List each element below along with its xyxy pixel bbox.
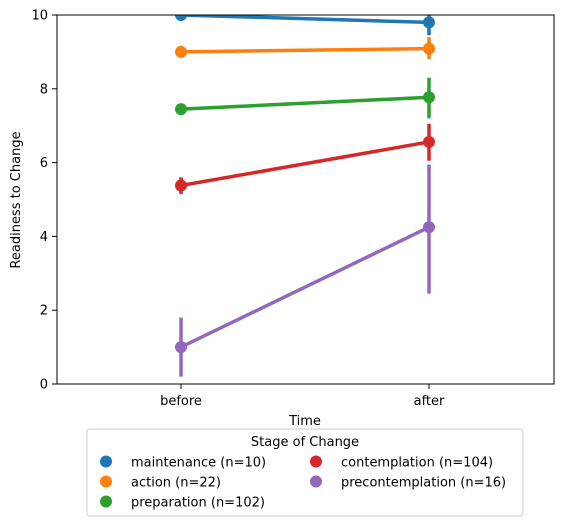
y-tick-label: 2 <box>40 304 48 319</box>
data-point <box>175 45 187 58</box>
y-axis-label: Readiness to Change <box>9 131 24 268</box>
plot-area <box>175 15 435 377</box>
data-point <box>423 16 435 29</box>
y-tick-label: 8 <box>40 82 48 97</box>
series-line <box>180 95 430 111</box>
y-tick-label: 0 <box>40 378 48 393</box>
legend-frame <box>86 428 524 517</box>
data-point <box>175 103 187 116</box>
legend-label: action (n=22) <box>131 476 221 491</box>
y-tick-label: 10 <box>31 9 48 24</box>
series-line <box>180 140 430 188</box>
data-point <box>175 179 187 192</box>
legend-marker <box>100 495 112 508</box>
plot-frame <box>56 14 555 385</box>
y-tick-label: 6 <box>40 156 48 171</box>
x-axis-label: Time <box>288 414 321 429</box>
data-point <box>175 15 187 21</box>
series-line <box>180 225 430 349</box>
legend-label: preparation (n=102) <box>131 496 265 511</box>
series <box>175 123 435 194</box>
data-point <box>423 42 435 55</box>
legend-title: Stage of Change <box>251 435 359 450</box>
data-point <box>175 341 187 354</box>
data-point <box>423 135 435 148</box>
series <box>175 15 435 36</box>
data-point <box>423 91 435 104</box>
series <box>175 37 435 60</box>
legend-marker <box>100 455 112 468</box>
data-point <box>423 221 435 234</box>
y-tick-label: 4 <box>40 230 48 245</box>
series-line <box>180 15 430 25</box>
series <box>175 164 435 377</box>
legend: Stage of Change maintenance (n=10) action… <box>86 428 524 517</box>
series-group <box>175 15 435 377</box>
series-line <box>180 46 430 54</box>
legend-label: precontemplation (n=16) <box>341 476 506 491</box>
legend-marker <box>100 475 112 488</box>
legend-marker <box>310 475 322 488</box>
legend-label: maintenance (n=10) <box>131 456 266 471</box>
axes: 0 2 4 6 8 10 before after <box>31 9 555 409</box>
x-tick-label: before <box>160 394 202 409</box>
legend-label: contemplation (n=104) <box>341 456 493 471</box>
series <box>175 77 435 119</box>
x-tick-label: after <box>414 394 445 409</box>
legend-marker <box>310 455 322 468</box>
